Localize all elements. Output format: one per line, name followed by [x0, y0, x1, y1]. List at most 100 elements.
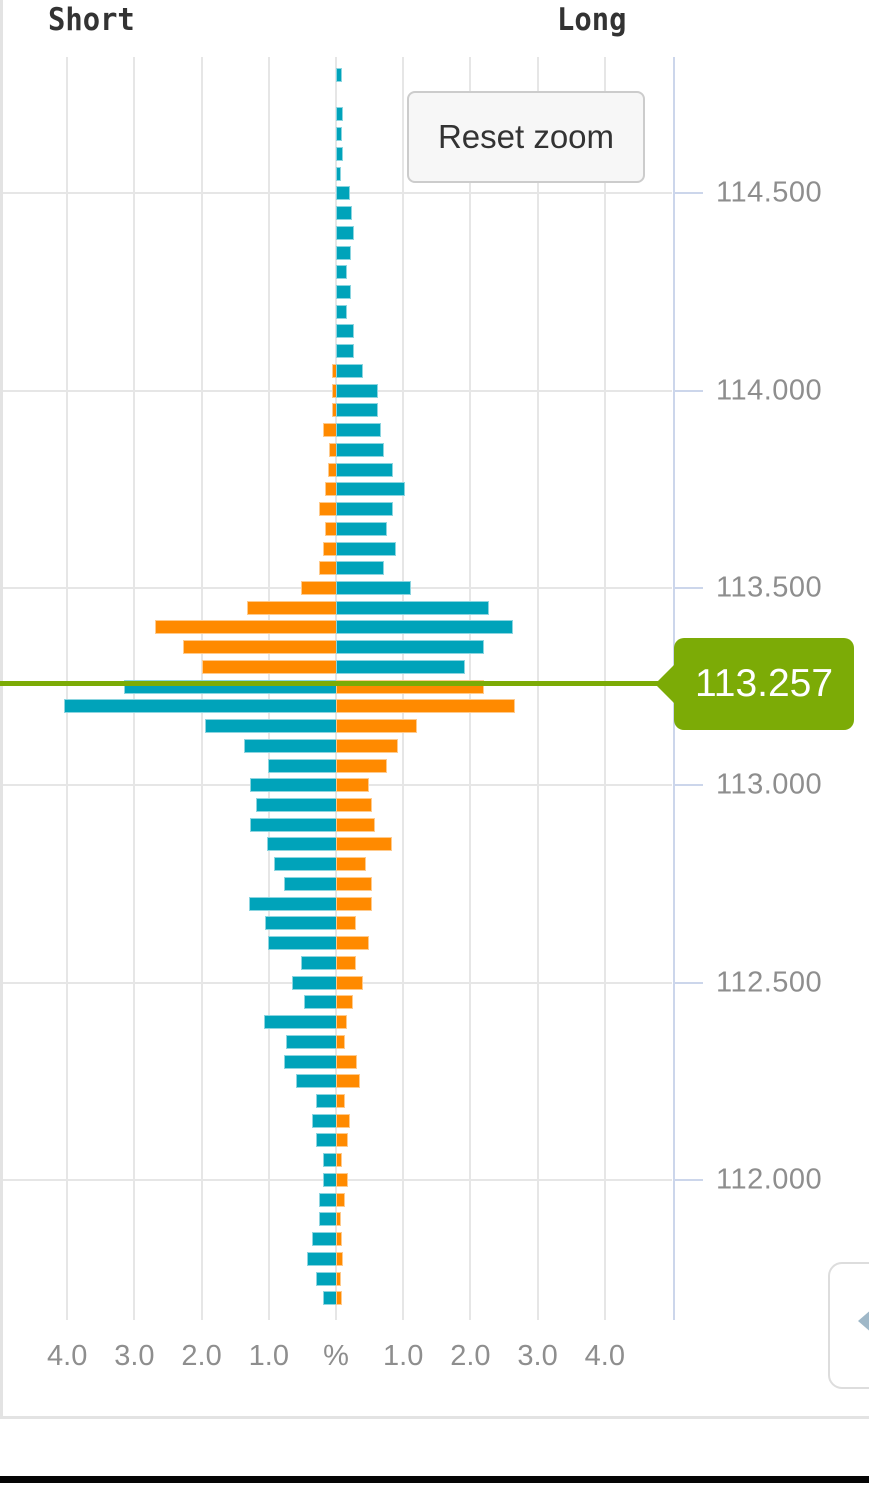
- price-axis-label: 112.000: [716, 1163, 823, 1196]
- long-bar: [336, 600, 489, 615]
- price-axis-tick: [673, 192, 703, 195]
- long-bar: [336, 1212, 341, 1227]
- gridline-vertical: [536, 57, 539, 1320]
- reset-zoom-button[interactable]: Reset zoom: [407, 91, 645, 183]
- long-bar: [336, 561, 384, 576]
- chart-border-left: [0, 0, 3, 1419]
- long-bar: [336, 758, 388, 773]
- long-side-title: Long: [557, 2, 627, 38]
- long-bar: [336, 699, 516, 714]
- gridline-vertical: [603, 57, 606, 1320]
- plot-area[interactable]: [0, 55, 676, 1321]
- long-bar: [336, 482, 405, 497]
- long-bar: [336, 778, 369, 793]
- long-bar: [336, 304, 347, 319]
- long-bar: [336, 659, 465, 674]
- long-bar: [336, 936, 369, 951]
- long-bar: [336, 1054, 357, 1069]
- long-bar: [336, 186, 351, 201]
- current-price-value: 113.257: [694, 661, 834, 705]
- long-bar: [336, 1015, 348, 1030]
- long-bar: [336, 1251, 343, 1266]
- long-bar: [336, 916, 357, 931]
- price-axis-label: 112.500: [716, 966, 823, 999]
- long-bar: [336, 1192, 346, 1207]
- percent-axis-label: 3.0: [114, 1340, 155, 1372]
- panel-toggle-button[interactable]: [828, 1262, 869, 1389]
- chevron-left-icon: [858, 1308, 869, 1334]
- long-bar: [336, 896, 372, 911]
- current-price-line: [0, 681, 659, 687]
- percent-axis-label: 2.0: [450, 1340, 491, 1372]
- percent-axis-label: 1.0: [383, 1340, 424, 1372]
- long-bar: [336, 719, 418, 734]
- percent-axis-label: 4.0: [47, 1340, 88, 1372]
- price-axis-label: 114.500: [716, 176, 823, 209]
- footer-bar: 最新更新時間: Thu Dec 13 2018 07:00:00 GMT+09: [0, 1419, 869, 1485]
- current-price-marker: 113.257: [674, 637, 854, 730]
- long-bar: [336, 580, 412, 595]
- long-bar: [336, 1113, 351, 1128]
- percent-axis-label: 4.0: [584, 1340, 625, 1372]
- price-axis-label: 113.500: [716, 571, 823, 604]
- long-bar: [336, 285, 351, 300]
- long-bar: [336, 640, 484, 655]
- percent-axis-label: %: [323, 1340, 349, 1372]
- long-bar: [336, 620, 514, 635]
- bottom-strip: [0, 1476, 869, 1483]
- long-bar: [336, 1074, 360, 1089]
- long-bar: [336, 206, 353, 221]
- long-bar: [336, 1271, 341, 1286]
- long-bar: [336, 876, 372, 891]
- long-bar: [336, 324, 355, 339]
- long-bar: [336, 837, 393, 852]
- chart-border-bottom: [0, 1416, 869, 1419]
- long-bar: [336, 738, 399, 753]
- long-bar: [336, 995, 354, 1010]
- long-bar: [336, 146, 343, 161]
- long-bar: [336, 502, 394, 517]
- long-bar: [336, 1093, 345, 1108]
- long-bar: [336, 857, 366, 872]
- price-axis-tick: [673, 981, 703, 984]
- long-bar: [336, 403, 378, 418]
- percent-axis-label: 2.0: [181, 1340, 222, 1372]
- price-axis-tick: [673, 1178, 703, 1181]
- price-axis-label: 114.000: [716, 374, 823, 407]
- price-axis-tick: [673, 784, 703, 787]
- long-bar: [336, 383, 378, 398]
- long-bar: [336, 1153, 343, 1168]
- long-bar: [336, 1172, 349, 1187]
- long-bar: [336, 817, 375, 832]
- price-axis-label: 113.000: [716, 768, 823, 801]
- long-bar: [336, 521, 388, 536]
- long-bar: [336, 1034, 346, 1049]
- short-side-title: Short: [48, 2, 135, 38]
- long-bar: [336, 975, 363, 990]
- long-bar: [336, 1291, 343, 1306]
- long-bar: [336, 541, 396, 556]
- long-bar: [336, 1133, 349, 1148]
- long-bar: [336, 955, 357, 970]
- long-bar: [336, 265, 347, 280]
- price-axis-tick: [673, 586, 703, 589]
- long-bar: [336, 1232, 343, 1247]
- percent-axis-label: 3.0: [517, 1340, 558, 1372]
- long-bar: [336, 225, 355, 240]
- long-bar: [336, 344, 355, 359]
- percent-axis-label: 1.0: [248, 1340, 289, 1372]
- long-bar: [336, 107, 343, 122]
- current-price-marker-arrow: [655, 662, 676, 705]
- long-bar: [336, 363, 363, 378]
- long-bar: [336, 166, 341, 181]
- gridline-vertical: [66, 57, 69, 1320]
- price-axis-tick: [673, 389, 703, 392]
- long-bar: [336, 442, 384, 457]
- long-bar: [336, 462, 394, 477]
- long-bar: [336, 798, 372, 812]
- long-bar: [336, 423, 381, 438]
- long-bar: [336, 127, 343, 142]
- long-bar: [336, 245, 351, 260]
- long-bar: [336, 68, 343, 82]
